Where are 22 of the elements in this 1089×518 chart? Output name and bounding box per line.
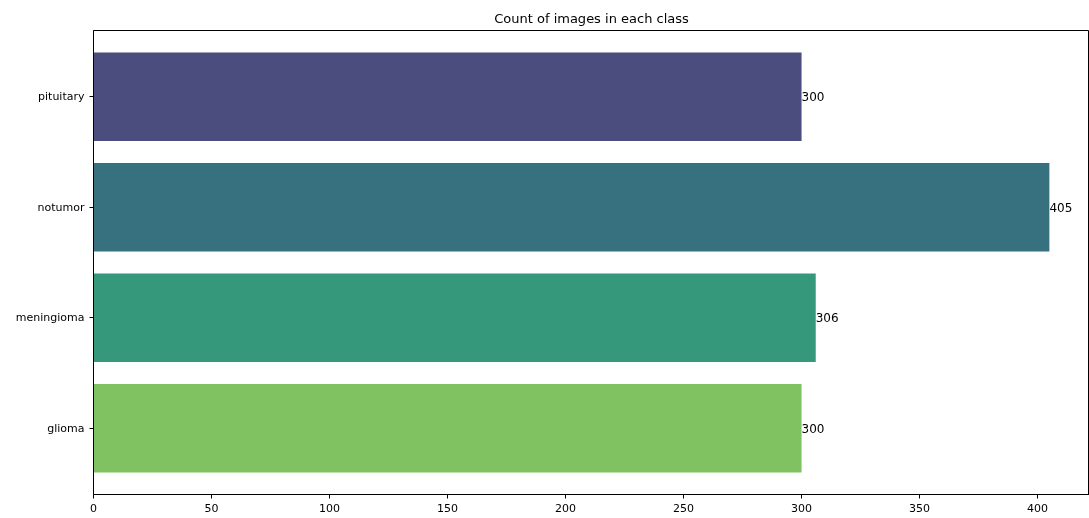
y-tick-label: glioma xyxy=(47,421,85,435)
x-tick-label: 50 xyxy=(204,501,219,515)
data-label: 405 xyxy=(1049,200,1073,215)
data-label: 300 xyxy=(801,421,825,436)
x-tick-label: 250 xyxy=(673,501,695,515)
bar xyxy=(93,273,816,362)
data-label: 300 xyxy=(801,90,825,105)
bar xyxy=(93,163,1050,252)
x-tick-label: 150 xyxy=(437,501,459,515)
x-tick-label: 300 xyxy=(791,501,813,515)
bar xyxy=(93,52,802,141)
x-tick-label: 350 xyxy=(909,501,931,515)
x-tick-label: 0 xyxy=(90,501,97,515)
x-tick-label: 200 xyxy=(555,501,577,515)
x-tick-label: 400 xyxy=(1027,501,1049,515)
chart-title: Count of images in each class xyxy=(494,10,689,26)
y-tick-label: pituitary xyxy=(38,90,85,104)
bar xyxy=(93,384,802,473)
data-label: 306 xyxy=(815,311,839,326)
x-tick-label: 100 xyxy=(319,501,341,515)
y-tick-label: notumor xyxy=(37,200,85,214)
y-tick-label: meningioma xyxy=(15,311,85,325)
